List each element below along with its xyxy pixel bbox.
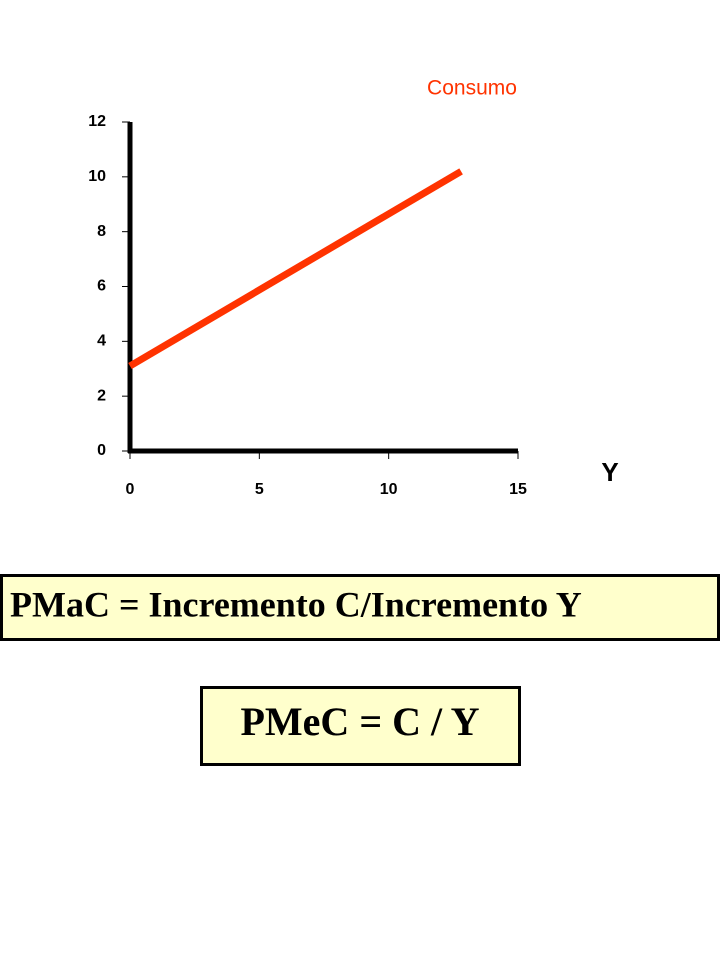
formula-text: PMaC = Incremento C/Incremento Y	[10, 584, 582, 624]
series-label: Consumo	[427, 77, 517, 100]
y-tick-label: 8	[97, 223, 106, 240]
series-line	[128, 168, 463, 370]
y-tick-label: 4	[97, 333, 106, 350]
formula-box	[0, 574, 720, 641]
y-tick-label: 0	[97, 442, 106, 459]
x-axis-label: Y	[601, 457, 618, 487]
formula-text: PMeC = C / Y	[240, 699, 479, 744]
y-tick-label: 2	[97, 387, 106, 404]
x-tick-label: 10	[380, 481, 398, 498]
y-tick-label: 6	[97, 278, 106, 295]
x-tick-label: 15	[509, 481, 527, 498]
formula-box	[200, 686, 521, 766]
y-tick-label: 12	[88, 113, 106, 130]
x-tick-label: 0	[126, 481, 135, 498]
x-tick-label: 5	[255, 481, 264, 498]
y-tick-label: 10	[88, 168, 106, 185]
